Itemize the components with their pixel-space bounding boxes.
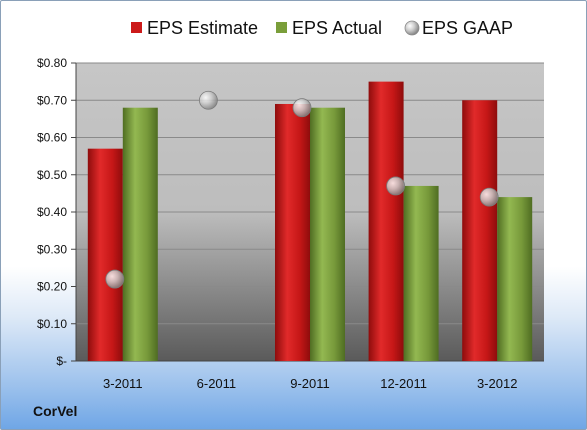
x-category-label: 6-2011: [197, 376, 237, 391]
y-tick-label: $0.30: [37, 242, 67, 256]
y-tick-label: $0.60: [37, 131, 67, 145]
legend-estimate-label: EPS Estimate: [147, 18, 258, 38]
y-tick-label: $0.70: [37, 93, 67, 107]
legend-actual-label: EPS Actual: [292, 18, 382, 38]
y-tick-label: $0.40: [37, 205, 67, 219]
company-name: CorVel: [33, 403, 78, 419]
estimate-bar: [87, 148, 123, 361]
x-category-label: 12-2011: [380, 376, 427, 391]
actual-bar: [497, 197, 533, 361]
legend-gaap-swatch: [404, 20, 420, 36]
actual-bar: [310, 107, 345, 361]
gaap-point: [386, 176, 406, 196]
actual-bar: [122, 107, 158, 361]
legend-actual-swatch: [276, 22, 287, 33]
gaap-point: [198, 90, 218, 110]
y-tick-label: $0.20: [37, 280, 67, 294]
y-tick-label: $0.80: [37, 56, 67, 70]
actual-bar: [403, 185, 439, 361]
gaap-point: [292, 98, 312, 118]
y-tick-label: $-: [56, 354, 67, 368]
gaap-point: [105, 269, 125, 289]
legend-estimate-swatch: [131, 22, 142, 33]
estimate-bar: [275, 103, 310, 361]
estimate-bar: [462, 100, 498, 361]
y-tick-label: $0.50: [37, 168, 67, 182]
x-category-label: 9-2011: [290, 376, 330, 391]
gaap-point: [479, 187, 499, 207]
y-tick-label: $0.10: [37, 317, 67, 331]
estimate-bar: [368, 81, 404, 361]
x-category-label: 3-2012: [477, 376, 517, 391]
x-category-label: 3-2011: [103, 376, 143, 391]
legend-gaap-label: EPS GAAP: [422, 18, 513, 38]
